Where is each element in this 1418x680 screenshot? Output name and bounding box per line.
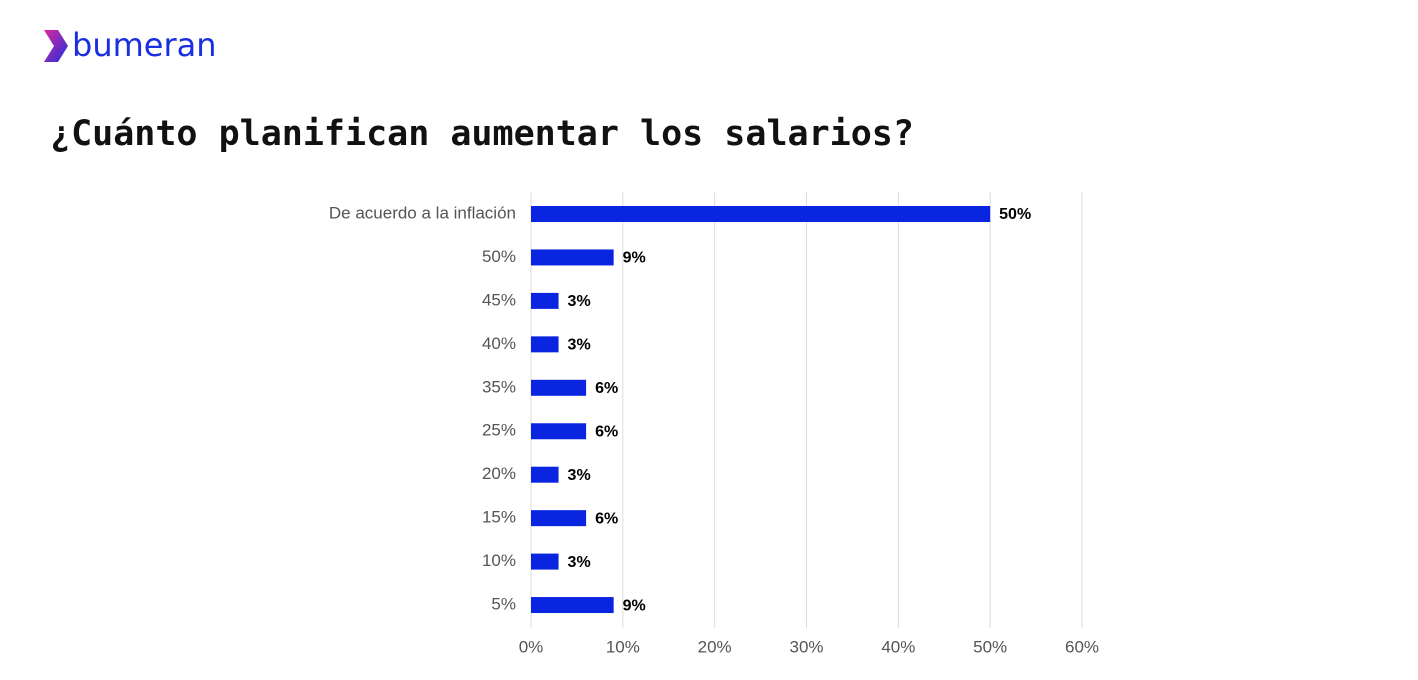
value-label: 3% (568, 467, 591, 484)
logo-icon (44, 30, 68, 62)
category-label: 15% (482, 508, 516, 527)
category-label: 45% (482, 290, 516, 309)
x-tick-label: 10% (606, 637, 640, 656)
value-label: 6% (595, 510, 618, 527)
value-label: 3% (568, 293, 591, 310)
x-tick-label: 40% (881, 637, 915, 656)
category-label: 35% (482, 377, 516, 396)
value-label: 6% (595, 380, 618, 397)
logo-text: bumeran (72, 26, 217, 64)
bar (531, 206, 991, 222)
category-label: 20% (482, 464, 516, 483)
bar (531, 597, 614, 614)
value-label: 3% (568, 337, 591, 354)
bar (531, 292, 559, 309)
bar (531, 510, 587, 527)
x-tick-label: 60% (1065, 637, 1099, 656)
value-label: 3% (568, 554, 591, 571)
value-label: 9% (623, 597, 646, 614)
category-label: 50% (482, 247, 516, 266)
bar (531, 249, 614, 266)
category-label: De acuerdo a la inflación (329, 203, 516, 222)
bar (531, 336, 559, 353)
category-label: 40% (482, 334, 516, 353)
category-label: 10% (482, 551, 516, 570)
bar (531, 423, 587, 440)
bar (531, 553, 559, 570)
category-label: 5% (491, 595, 516, 614)
value-label: 6% (595, 423, 618, 440)
x-tick-label: 50% (973, 637, 1007, 656)
chart-title: ¿Cuánto planifican aumentar los salarios… (50, 114, 914, 154)
x-tick-label: 0% (519, 637, 544, 656)
x-tick-label: 20% (698, 637, 732, 656)
bar (531, 466, 559, 483)
value-label: 50% (999, 206, 1031, 223)
bar (531, 379, 587, 396)
category-label: 25% (482, 421, 516, 440)
x-tick-label: 30% (789, 637, 823, 656)
value-label: 9% (623, 250, 646, 267)
